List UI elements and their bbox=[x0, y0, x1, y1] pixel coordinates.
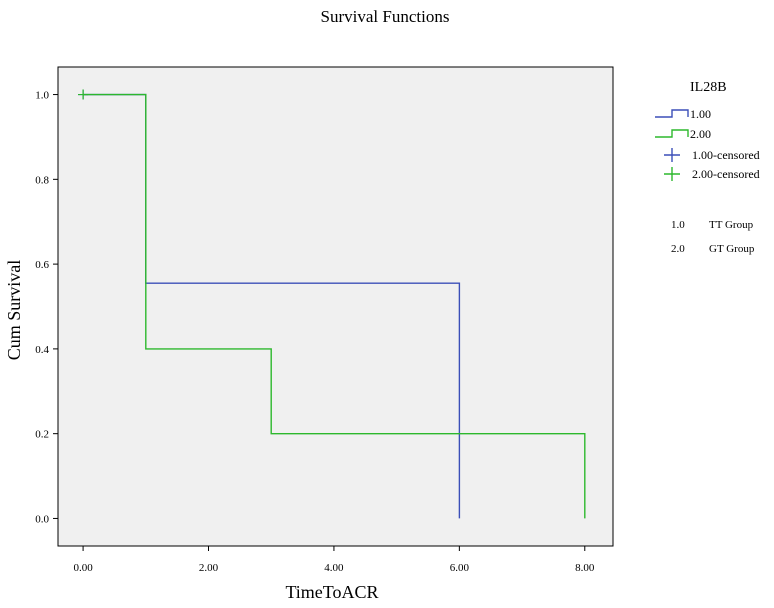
x-tick-label: 6.00 bbox=[450, 562, 470, 574]
legend-swatch-2 bbox=[655, 129, 689, 138]
plot-area bbox=[57, 66, 614, 547]
series-layer bbox=[78, 89, 586, 519]
x-axis: 0.00 2.00 4.00 6.00 8.00 bbox=[73, 546, 595, 574]
y-tick-label: 1.0 bbox=[35, 90, 49, 102]
legend: IL28B 1.00 2.00 1.00-censored 2.00-censo… bbox=[655, 80, 760, 255]
x-tick-label: 0.00 bbox=[73, 562, 93, 574]
chart-title: Survival Functions bbox=[321, 7, 450, 26]
x-axis-label: TimeToACR bbox=[285, 582, 378, 602]
survival-line-2 bbox=[83, 93, 586, 519]
censor-mark-2 bbox=[78, 89, 89, 100]
y-tick-label: 0.8 bbox=[35, 174, 49, 186]
group-name-2: GT Group bbox=[709, 243, 755, 255]
legend-censor-icon-1 bbox=[664, 148, 680, 162]
legend-title: IL28B bbox=[690, 80, 727, 95]
group-key: 1.0 TT Group 2.0 GT Group bbox=[671, 219, 755, 255]
y-axis-label: Cum Survival bbox=[4, 260, 24, 361]
legend-label-2: 2.00 bbox=[690, 127, 711, 141]
y-tick-label: 0.4 bbox=[35, 344, 49, 356]
legend-item-3: 1.00-censored bbox=[664, 148, 760, 162]
y-axis: 0.0 0.2 0.4 0.6 0.8 1.0 bbox=[35, 90, 58, 525]
group-name-1: TT Group bbox=[709, 219, 754, 231]
y-tick-label: 0.6 bbox=[35, 259, 49, 271]
legend-label-4: 2.00-censored bbox=[692, 167, 760, 181]
y-tick-label: 0.2 bbox=[35, 429, 49, 441]
legend-label-1: 1.00 bbox=[690, 107, 711, 121]
legend-item-1: 1.00 bbox=[655, 107, 711, 121]
legend-label-3: 1.00-censored bbox=[692, 148, 760, 162]
x-tick-label: 2.00 bbox=[199, 562, 219, 574]
x-tick-label: 8.00 bbox=[575, 562, 595, 574]
group-code-1: 1.0 bbox=[671, 219, 685, 231]
legend-item-4: 2.00-censored bbox=[664, 167, 760, 181]
group-code-2: 2.0 bbox=[671, 243, 685, 255]
legend-censor-icon-2 bbox=[664, 167, 680, 181]
x-tick-label: 4.00 bbox=[324, 562, 344, 574]
legend-item-2: 2.00 bbox=[655, 127, 711, 141]
legend-swatch-1 bbox=[655, 109, 689, 118]
y-tick-label: 0.0 bbox=[35, 513, 49, 525]
